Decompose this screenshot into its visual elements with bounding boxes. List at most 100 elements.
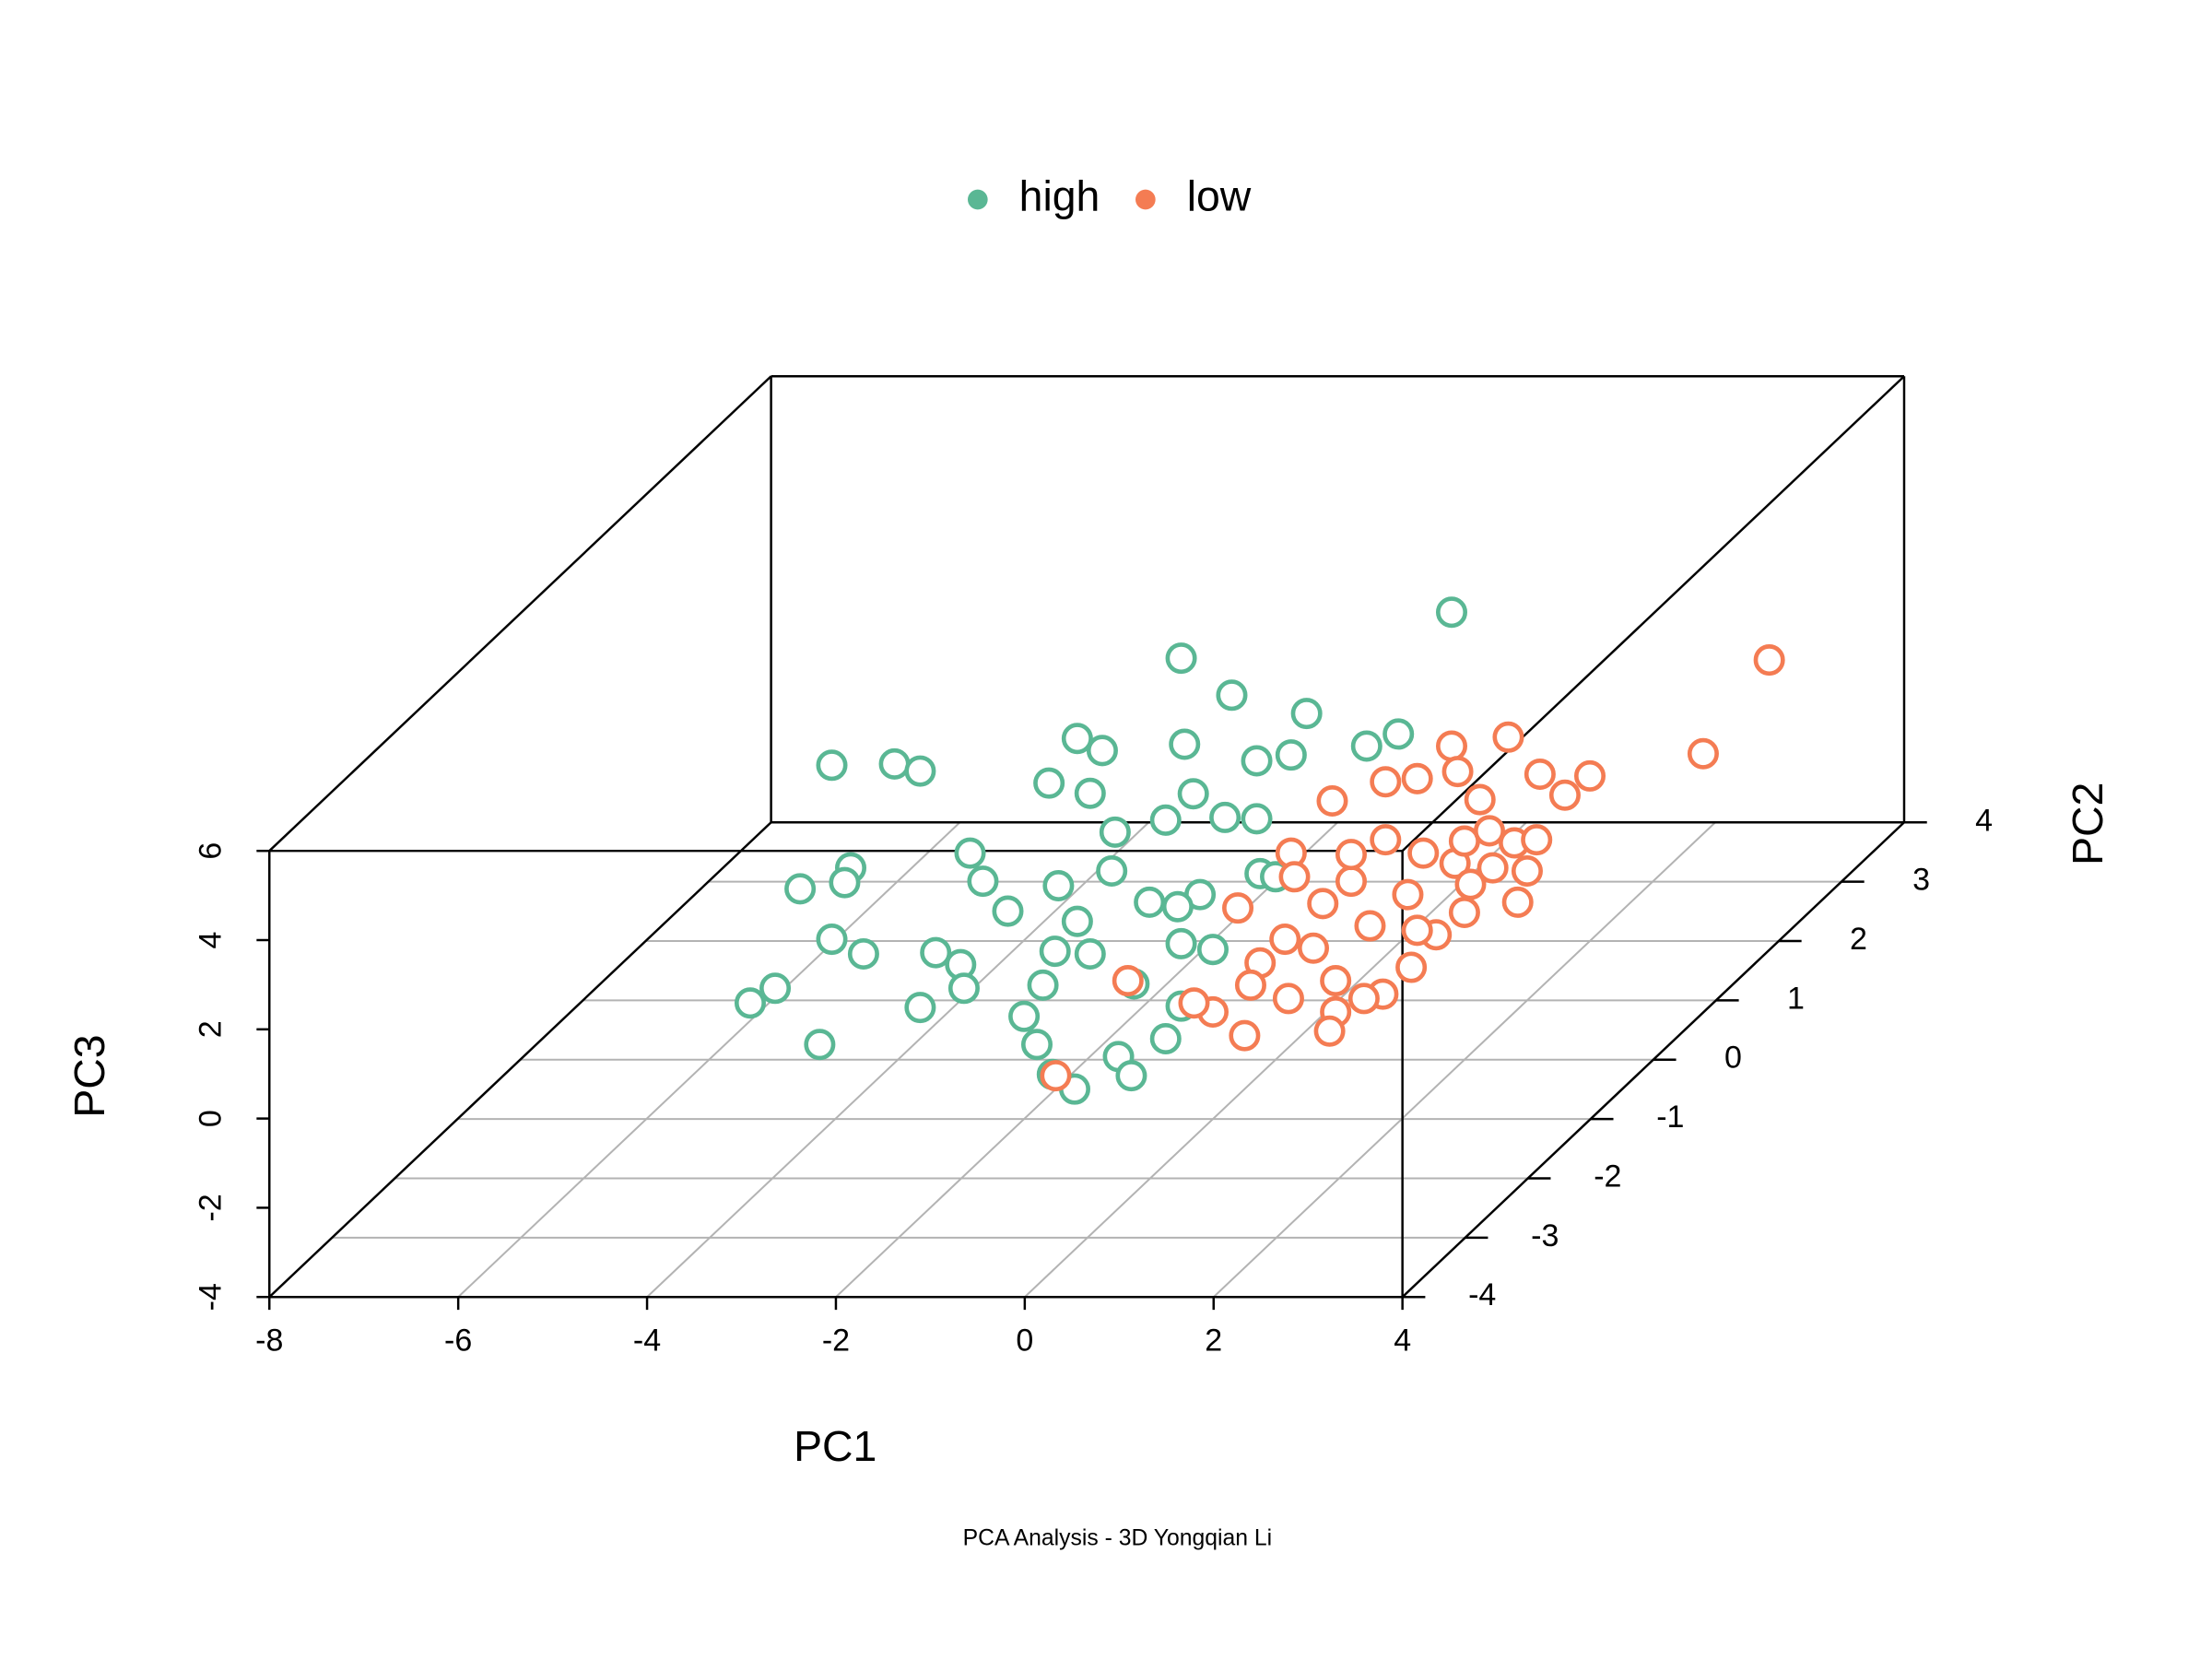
point [1382,718,1415,750]
y-axis-label: PC2 [2064,782,2112,865]
point [878,747,911,780]
box-edge [268,375,772,853]
point [1115,1060,1147,1092]
point [1099,816,1131,848]
x-tick-label: -6 [444,1324,472,1359]
point [904,992,936,1024]
x-tick-label: -8 [255,1324,283,1359]
point [1501,886,1534,918]
point [1086,735,1118,767]
point [1290,698,1323,730]
point [1464,783,1496,816]
point [1435,730,1468,762]
y-tick-label: -1 [1656,1100,1684,1135]
point [947,972,980,1005]
grid-line [457,821,961,1298]
x-axis-label: PC1 [794,1422,877,1470]
y-tick-label: 1 [1787,981,1805,1016]
box-edge [1401,375,1905,853]
point [1241,803,1273,835]
z-tick-label: 4 [193,932,228,949]
legend: high low [968,172,1252,220]
point [1096,854,1128,888]
x-tick-label: 2 [1205,1324,1222,1359]
point [1272,982,1304,1015]
point [1441,756,1474,788]
point [1074,777,1106,809]
point [1074,938,1106,971]
x-tick-label: -4 [633,1324,661,1359]
z-tick-label: -2 [193,1194,228,1221]
point [1033,767,1065,799]
point [967,865,999,898]
legend-marker [1135,189,1156,210]
point [1149,804,1182,836]
point [1040,1060,1072,1092]
point [904,755,936,787]
point [1269,924,1301,956]
point [1112,965,1144,997]
point [1473,815,1505,847]
point [1008,1000,1041,1032]
point [1027,969,1059,1001]
point [1401,914,1433,947]
point [1039,935,1071,968]
point [1524,758,1556,790]
point [1161,890,1194,923]
point [816,924,848,956]
point [1177,778,1209,810]
point [1370,824,1402,856]
grid-line [1213,821,1716,1298]
point [1196,934,1229,966]
grid-line [835,821,1338,1298]
point [1149,1022,1182,1054]
x-tick-label: 0 [1016,1324,1033,1359]
z-tick-label: -4 [193,1283,228,1311]
y-tick-label: 0 [1724,1041,1742,1076]
point [1229,1019,1261,1052]
point [1354,910,1386,942]
x-tick-label: 4 [1394,1324,1411,1359]
point [1222,892,1254,924]
grid-line [646,821,1150,1298]
z-tick-label: 6 [193,842,228,860]
legend-label: low [1187,172,1252,220]
point [1511,854,1543,888]
z-tick-label: 0 [193,1110,228,1127]
point [1687,737,1719,770]
point [1548,779,1581,811]
point [1347,982,1380,1015]
y-tick-label: 4 [1975,803,1993,838]
point [1316,785,1348,818]
y-tick-label: 2 [1850,922,1867,957]
point [1407,837,1440,869]
point [1234,969,1266,1001]
point [1521,824,1553,856]
point [1165,927,1197,959]
point [1313,1015,1346,1047]
z-axis-label: PC3 [65,1034,113,1117]
legend-label: high [1019,172,1100,220]
point [1061,905,1093,937]
point [1573,759,1606,792]
point [1216,679,1248,712]
point [1307,888,1339,920]
point [1350,730,1382,762]
point [804,1029,836,1061]
point [1335,865,1367,898]
point [1753,644,1785,677]
point [1042,869,1075,901]
y-tick-label: -4 [1468,1277,1496,1312]
point [1435,596,1468,629]
point [1297,932,1330,964]
x-tick-label: -2 [822,1324,850,1359]
point [920,936,952,969]
point [1209,801,1241,833]
caption: PCA Analysis - 3D Yongqian Li [963,1526,1273,1551]
box-edge [268,821,772,1299]
point [759,972,792,1005]
point [1020,1029,1053,1061]
point [1278,861,1311,893]
point [1370,766,1402,798]
